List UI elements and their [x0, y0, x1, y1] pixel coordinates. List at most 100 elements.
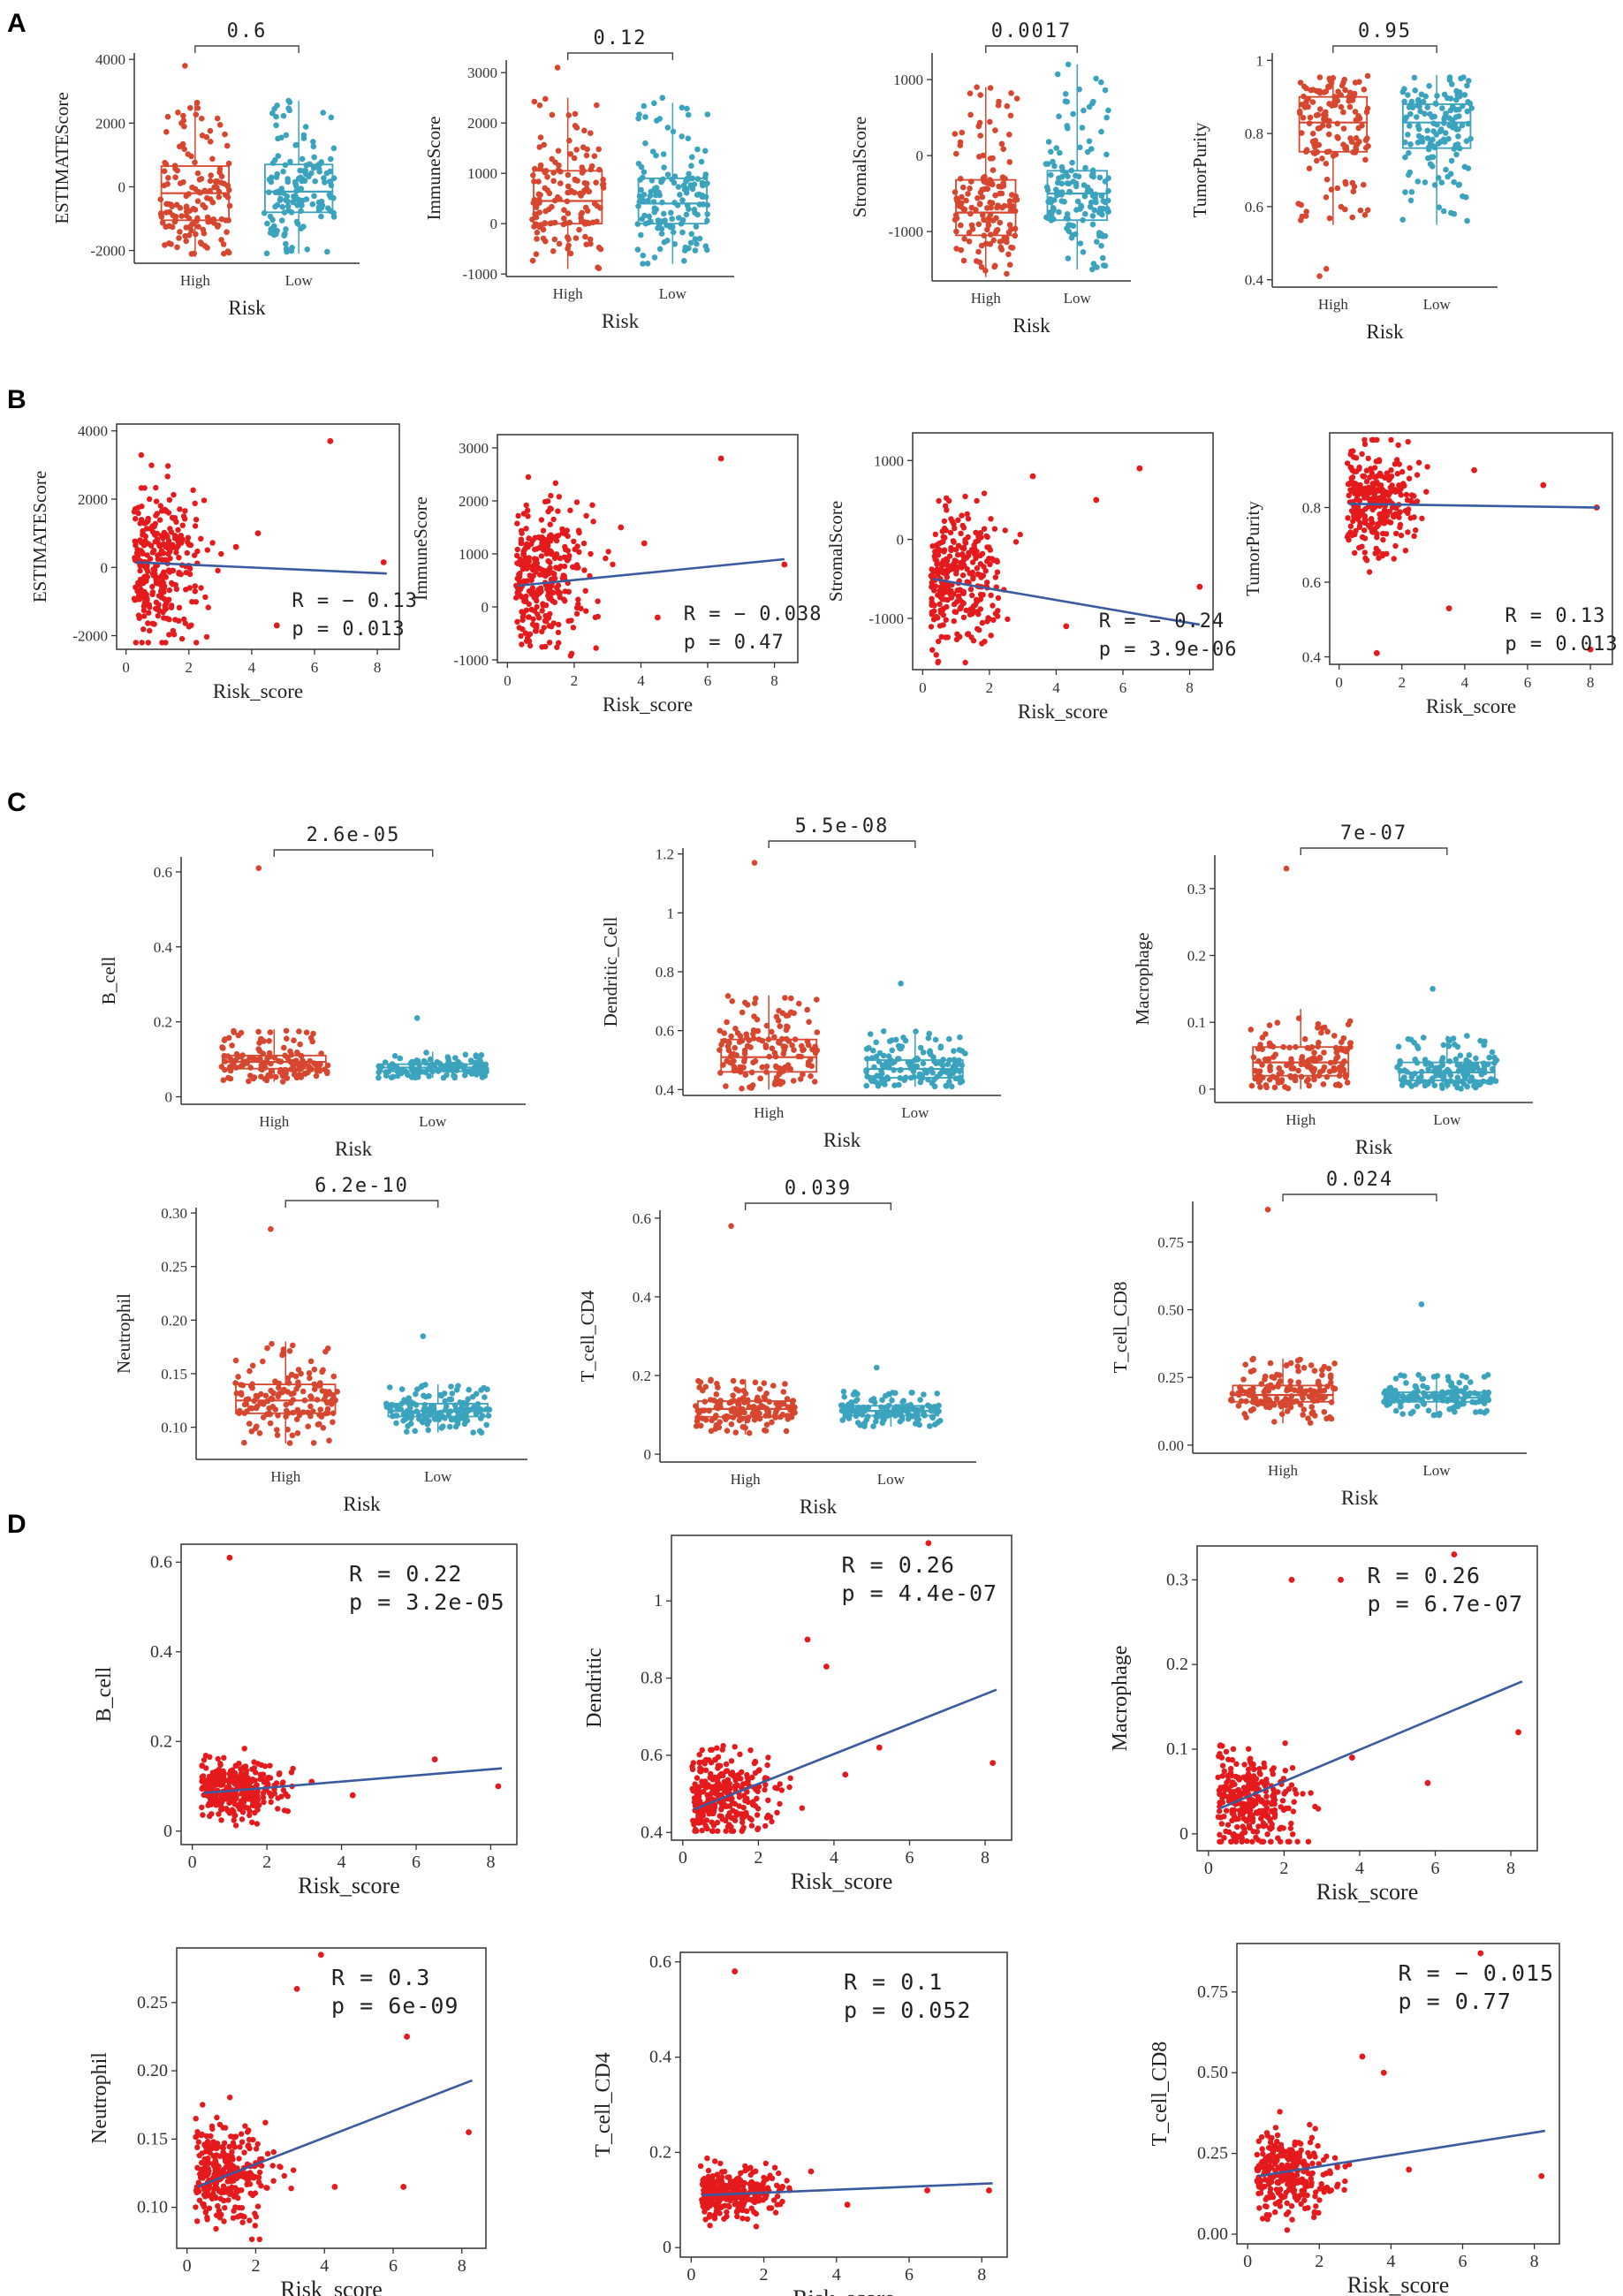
y-tick-label: 0 [101, 559, 109, 576]
data-point [880, 1028, 887, 1034]
data-point [907, 1065, 914, 1072]
data-point [779, 1079, 786, 1086]
data-point [1459, 122, 1466, 129]
data-point [187, 565, 193, 572]
data-point [276, 1771, 283, 1777]
data-point [522, 630, 528, 636]
data-point [518, 633, 524, 640]
data-point [190, 487, 196, 493]
data-point [258, 1035, 264, 1042]
data-point [1394, 457, 1400, 463]
data-point [1334, 1054, 1341, 1060]
data-point [1318, 1029, 1324, 1036]
data-point [1450, 1035, 1457, 1042]
y-tick-label: 1000 [467, 165, 497, 182]
data-point [929, 595, 935, 602]
data-point [1310, 1068, 1316, 1075]
data-point [1348, 481, 1355, 487]
data-point [229, 1807, 236, 1813]
data-point [763, 1063, 770, 1070]
data-point [1442, 130, 1449, 136]
data-point [267, 1029, 274, 1035]
data-point [1068, 167, 1074, 174]
data-point [226, 1770, 232, 1777]
data-point [176, 555, 182, 561]
data-point [253, 1769, 259, 1776]
data-point [1387, 1393, 1394, 1400]
data-point [1252, 1398, 1259, 1406]
data-point [199, 1774, 205, 1780]
data-point [724, 1019, 730, 1026]
data-point [1080, 216, 1086, 224]
data-point [667, 224, 674, 231]
data-point [898, 1045, 904, 1052]
data-point [685, 135, 692, 141]
data-point [275, 1806, 281, 1812]
data-point [274, 102, 280, 109]
data-point [538, 588, 544, 595]
data-point [331, 1398, 338, 1404]
data-point [1104, 206, 1111, 212]
data-point [164, 534, 171, 540]
x-tick-label: 4 [1461, 674, 1469, 691]
y-tick-label: 0.50 [1157, 1302, 1184, 1319]
data-point [465, 1068, 472, 1075]
data-point [1342, 1072, 1349, 1078]
data-point [515, 512, 521, 519]
data-point [1062, 98, 1069, 104]
data-point [1283, 1362, 1290, 1369]
data-point [164, 474, 171, 480]
data-point [565, 183, 572, 190]
data-point [1439, 1398, 1446, 1404]
data-point [302, 1071, 308, 1077]
data-point [968, 204, 975, 211]
data-point [765, 1408, 772, 1415]
data-point [1374, 531, 1380, 537]
data-point [211, 184, 217, 191]
data-point [284, 178, 292, 186]
data-point [239, 1816, 246, 1822]
data-point [1356, 544, 1362, 551]
data-point [1297, 1401, 1304, 1408]
data-point [288, 209, 295, 216]
data-point [931, 1076, 937, 1083]
data-point [176, 235, 182, 241]
data-point [537, 162, 544, 169]
data-point [221, 1792, 228, 1799]
data-point [960, 600, 967, 607]
data-point [273, 122, 279, 129]
data-point [1250, 1355, 1256, 1362]
data-point [1359, 451, 1365, 458]
data-point [171, 491, 177, 498]
data-point [1086, 138, 1093, 145]
data-point [732, 1044, 738, 1051]
data-point [1407, 110, 1414, 117]
y-tick-label: 0 [916, 148, 924, 164]
data-point [977, 133, 983, 139]
data-point [989, 180, 996, 186]
data-point [860, 1404, 867, 1411]
data-point [1308, 1044, 1316, 1050]
data-point [1105, 187, 1111, 194]
data-point [683, 211, 690, 218]
data-point [165, 201, 172, 208]
data-point [1256, 1068, 1263, 1074]
correlation-p-label: p = 0.013 [1505, 633, 1618, 655]
data-point [315, 1421, 322, 1428]
data-point [276, 1384, 282, 1391]
outlier-point [254, 530, 262, 537]
data-point [950, 1064, 957, 1070]
data-point [243, 1768, 250, 1774]
data-point [431, 1415, 438, 1421]
data-point [921, 1391, 927, 1398]
data-point [610, 561, 616, 568]
data-point [533, 251, 540, 258]
y-tick-label: 0.8 [1302, 500, 1321, 517]
data-point [717, 1070, 724, 1076]
data-point [964, 511, 970, 518]
data-point [170, 515, 177, 521]
data-point [286, 1348, 293, 1354]
data-point [284, 1426, 291, 1433]
data-point [288, 1051, 295, 1058]
data-point [1303, 208, 1309, 215]
